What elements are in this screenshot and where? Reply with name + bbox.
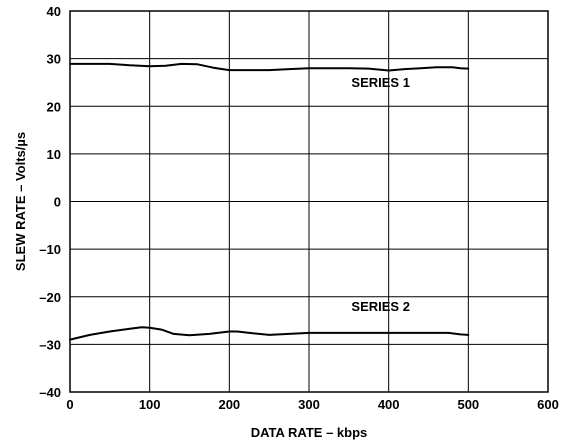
y-tick-label: 30 [47,52,61,67]
y-tick-label: –40 [39,385,61,400]
x-tick-label: 100 [139,397,161,412]
series-label-1: SERIES 1 [351,75,410,90]
series-line-1 [69,62,470,72]
x-tick-label: 400 [378,397,400,412]
y-tick-label: –30 [39,337,61,352]
grid-layer [69,10,549,393]
y-tick-label: 10 [47,147,61,162]
x-tick-label: 300 [298,397,320,412]
x-axis-title: DATA RATE – kbps [251,425,368,440]
y-tick-label: –20 [39,290,61,305]
y-tick-label: 40 [47,4,61,19]
x-tick-label: 600 [537,397,559,412]
plot-frame [69,10,549,393]
x-tick-label: 200 [218,397,240,412]
x-tick-label: 500 [457,397,479,412]
y-axis-title: SLEW RATE – Volts/µs [13,132,28,271]
tick-labels: 0 100 200 300 400 500 600 –40 –30 –20 –10 0 10 20 30 40 [39,4,559,412]
series-layer [69,62,470,341]
y-tick-label: 0 [54,195,61,210]
annotation-layer: SERIES 1 SERIES 2 [351,75,410,314]
series-line-2 [69,326,470,341]
x-tick-label: 0 [66,397,73,412]
series-label-2: SERIES 2 [351,299,410,314]
y-tick-label: –10 [39,242,61,257]
y-tick-label: 20 [47,99,61,114]
